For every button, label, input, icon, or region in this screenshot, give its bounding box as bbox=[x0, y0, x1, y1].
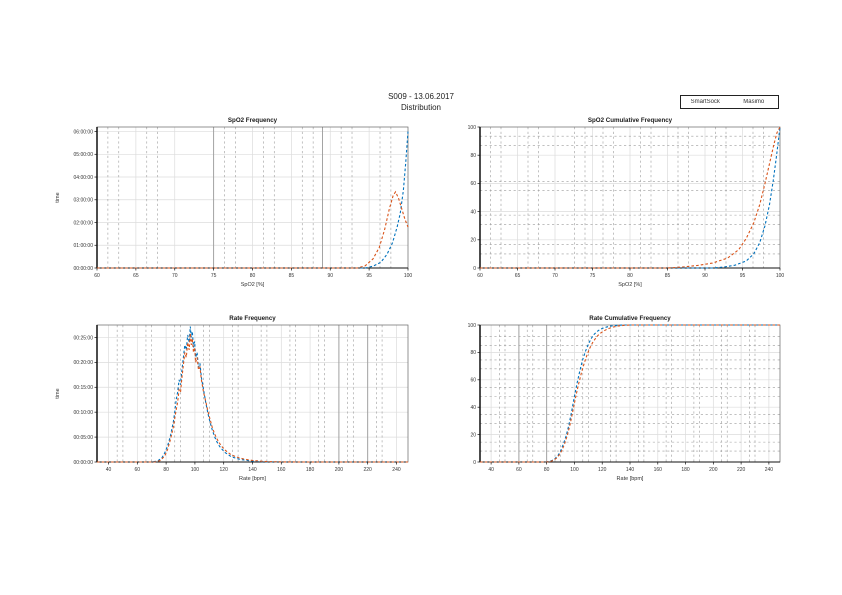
svg-text:140: 140 bbox=[248, 467, 257, 473]
report-title: S009 - 13.06.2017 bbox=[388, 92, 454, 101]
svg-text:00:10:00: 00:10:00 bbox=[74, 410, 94, 416]
svg-text:200: 200 bbox=[709, 467, 718, 473]
report-subtitle: Distribution bbox=[400, 102, 441, 112]
spo2-cumulative-frequency-chart: 60 65 70 75 80 85 90 95 100 0 20 40 60 80 100 SpO2 Cumu… bbox=[468, 117, 785, 288]
svg-text:160: 160 bbox=[654, 467, 663, 473]
svg-text:05:00:00: 05:00:00 bbox=[74, 152, 94, 158]
svg-text:240: 240 bbox=[392, 467, 401, 473]
svg-text:180: 180 bbox=[306, 467, 315, 473]
svg-text:60: 60 bbox=[516, 467, 522, 473]
svg-text:100: 100 bbox=[191, 467, 200, 473]
svg-text:00:20:00: 00:20:00 bbox=[74, 360, 94, 366]
svg-text:00:15:00: 00:15:00 bbox=[74, 385, 94, 391]
svg-text:SpO2 [%]: SpO2 [%] bbox=[241, 282, 265, 288]
svg-text:90: 90 bbox=[702, 273, 708, 279]
svg-text:20: 20 bbox=[470, 432, 476, 438]
svg-text:time: time bbox=[55, 192, 61, 202]
svg-text:200: 200 bbox=[335, 467, 344, 473]
svg-text:75: 75 bbox=[211, 273, 217, 279]
svg-text:time: time bbox=[55, 388, 61, 398]
svg-text:Rate Cumulative Frequency: Rate Cumulative Frequency bbox=[589, 315, 671, 322]
svg-text:220: 220 bbox=[364, 467, 373, 473]
svg-text:95: 95 bbox=[740, 273, 746, 279]
svg-text:03:00:00: 03:00:00 bbox=[74, 198, 94, 204]
rate-frequency-chart: 40 60 80 100 120 140 160 180 200 220 240 00:00:00 00… bbox=[55, 315, 409, 482]
svg-text:Rate [bpm]: Rate [bpm] bbox=[239, 476, 266, 482]
svg-text:100: 100 bbox=[404, 273, 413, 279]
svg-text:0: 0 bbox=[473, 460, 476, 466]
svg-text:00:00:00: 00:00:00 bbox=[74, 266, 94, 272]
svg-text:85: 85 bbox=[289, 273, 295, 279]
svg-text:100: 100 bbox=[468, 323, 477, 329]
svg-text:04:00:00: 04:00:00 bbox=[74, 175, 94, 181]
device-legend: SmartSock Masimo bbox=[680, 95, 779, 109]
svg-text:80: 80 bbox=[470, 153, 476, 159]
svg-text:0: 0 bbox=[473, 266, 476, 272]
svg-text:SpO2 [%]: SpO2 [%] bbox=[618, 282, 642, 288]
svg-text:60: 60 bbox=[477, 273, 483, 279]
svg-text:00:00:00: 00:00:00 bbox=[74, 460, 94, 466]
svg-text:60: 60 bbox=[470, 181, 476, 187]
svg-text:70: 70 bbox=[552, 273, 558, 279]
svg-text:Rate Frequency: Rate Frequency bbox=[229, 315, 276, 322]
svg-text:95: 95 bbox=[366, 273, 372, 279]
legend-item-device2: Masimo bbox=[743, 99, 765, 105]
svg-text:85: 85 bbox=[665, 273, 671, 279]
spo2-frequency-chart: 60 65 70 75 80 85 90 95 100 00:00:00 01:00:00 02:00… bbox=[55, 117, 413, 288]
svg-text:65: 65 bbox=[515, 273, 521, 279]
svg-text:60: 60 bbox=[470, 378, 476, 384]
svg-text:SpO2 Cumulative Frequency: SpO2 Cumulative Frequency bbox=[588, 117, 673, 124]
svg-text:80: 80 bbox=[544, 467, 550, 473]
rate-cumulative-frequency-chart: 40 60 80 100 120 140 160 180 200 220 240 0 20 40 60 80 1… bbox=[468, 315, 781, 482]
svg-text:40: 40 bbox=[106, 467, 112, 473]
svg-text:40: 40 bbox=[470, 405, 476, 411]
svg-text:100: 100 bbox=[468, 125, 477, 131]
svg-text:70: 70 bbox=[172, 273, 178, 279]
svg-text:02:00:00: 02:00:00 bbox=[74, 220, 94, 226]
svg-text:06:00:00: 06:00:00 bbox=[74, 129, 94, 135]
svg-text:120: 120 bbox=[598, 467, 607, 473]
svg-text:00:05:00: 00:05:00 bbox=[74, 435, 94, 441]
svg-text:40: 40 bbox=[470, 209, 476, 215]
svg-text:240: 240 bbox=[765, 467, 774, 473]
svg-text:40: 40 bbox=[488, 467, 494, 473]
svg-text:Rate [bpm]: Rate [bpm] bbox=[617, 476, 644, 482]
svg-text:220: 220 bbox=[737, 467, 746, 473]
svg-text:SpO2 Frequency: SpO2 Frequency bbox=[228, 117, 278, 124]
svg-text:80: 80 bbox=[163, 467, 169, 473]
legend-item-device1: SmartSock bbox=[690, 99, 720, 105]
svg-text:90: 90 bbox=[327, 273, 333, 279]
svg-text:100: 100 bbox=[570, 467, 579, 473]
svg-text:120: 120 bbox=[220, 467, 229, 473]
svg-text:01:00:00: 01:00:00 bbox=[74, 243, 94, 249]
report-header: S009 - 13.06.2017 Distribution bbox=[0, 92, 842, 113]
svg-text:80: 80 bbox=[627, 273, 633, 279]
svg-text:75: 75 bbox=[590, 273, 596, 279]
svg-text:80: 80 bbox=[470, 350, 476, 356]
svg-text:160: 160 bbox=[277, 467, 286, 473]
svg-text:140: 140 bbox=[626, 467, 635, 473]
svg-text:80: 80 bbox=[250, 273, 256, 279]
svg-text:60: 60 bbox=[135, 467, 141, 473]
svg-text:00:25:00: 00:25:00 bbox=[74, 335, 94, 341]
svg-text:60: 60 bbox=[94, 273, 100, 279]
svg-text:100: 100 bbox=[776, 273, 785, 279]
svg-text:65: 65 bbox=[133, 273, 139, 279]
svg-text:20: 20 bbox=[470, 238, 476, 244]
svg-text:180: 180 bbox=[681, 467, 690, 473]
